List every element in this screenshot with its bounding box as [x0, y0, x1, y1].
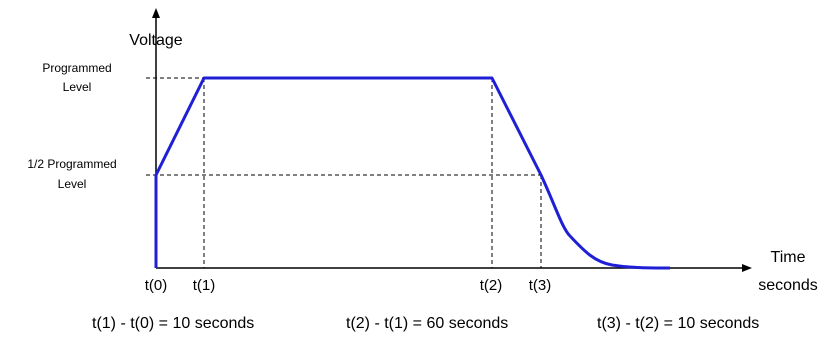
programmed-level-label-line1: Programmed	[42, 61, 111, 75]
programmed-level-label-line2: Level	[63, 80, 92, 94]
y-axis-label: Voltage	[129, 32, 182, 49]
interval-note-2: t(2) - t(1) = 60 seconds	[346, 315, 508, 332]
guide-lines	[146, 77, 542, 268]
time-mark-t1: t(1)	[193, 277, 216, 294]
half-level-label-line1: 1/2 Programmed	[27, 157, 116, 171]
time-mark-t2: t(2)	[480, 277, 503, 294]
time-mark-t3: t(3)	[529, 277, 552, 294]
x-axis-arrowhead	[742, 264, 752, 272]
x-axis-label-line1: Time	[771, 249, 806, 266]
x-axis-label-line2: seconds	[758, 277, 818, 294]
interval-note-1: t(1) - t(0) = 10 seconds	[92, 315, 254, 332]
voltage-curve	[154, 76, 671, 270]
time-mark-t0: t(0)	[145, 277, 168, 294]
half-level-label-line2: Level	[58, 177, 87, 191]
interval-note-3: t(3) - t(2) = 10 seconds	[597, 315, 759, 332]
y-axis-arrowhead	[152, 8, 160, 18]
